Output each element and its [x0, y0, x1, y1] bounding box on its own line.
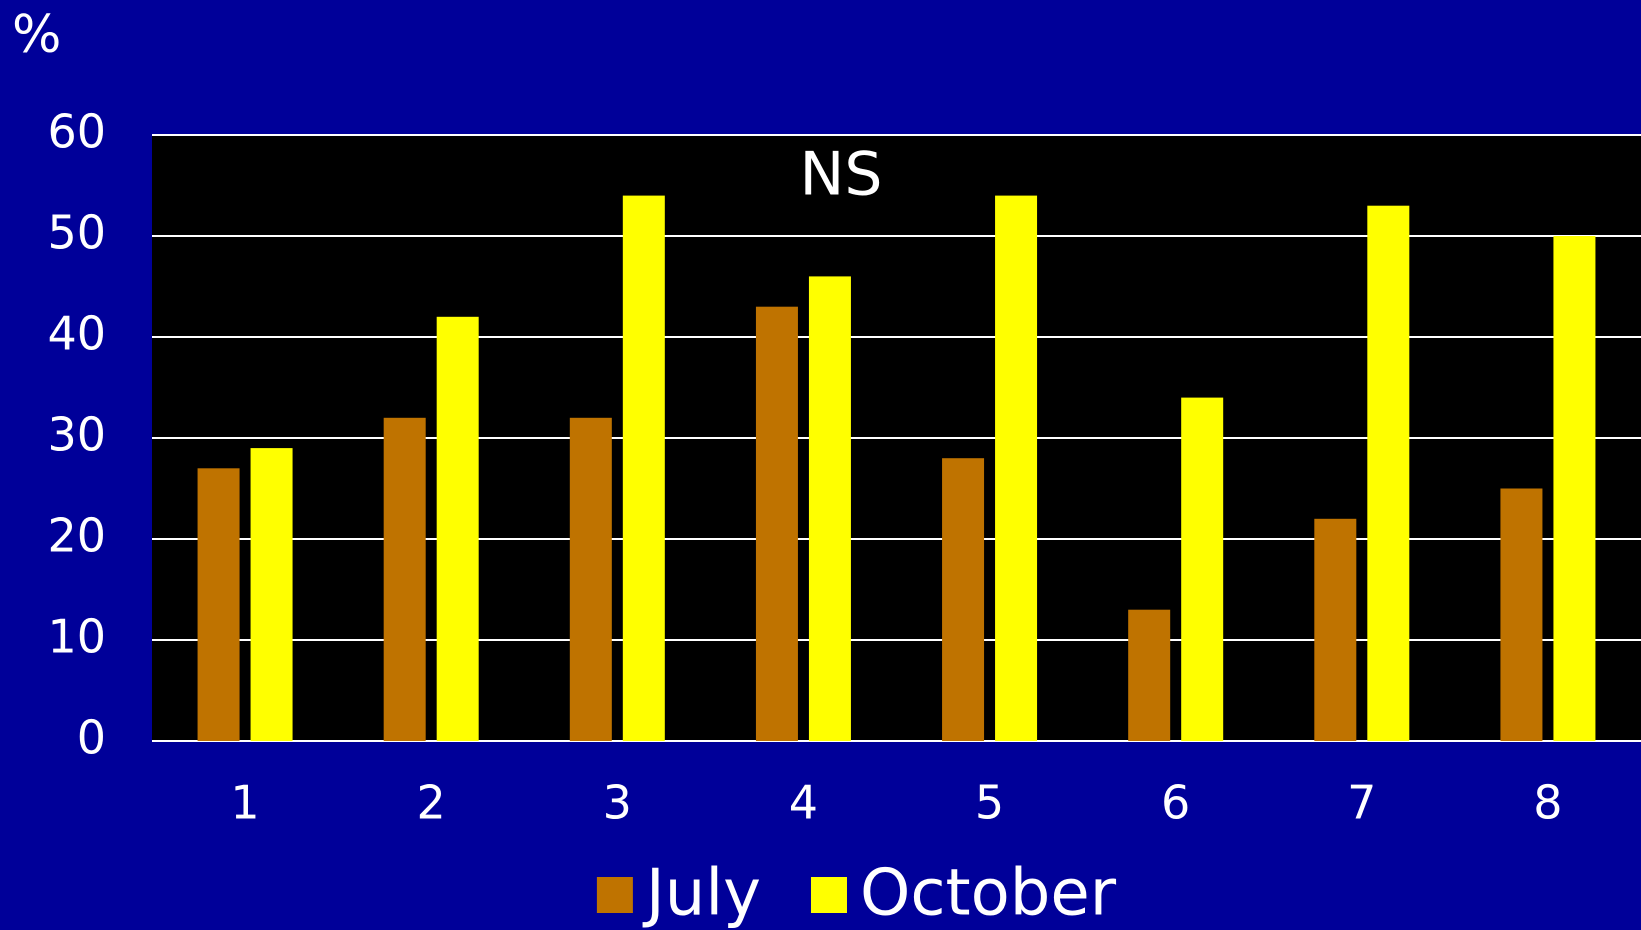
- bar: [197, 468, 240, 741]
- bar: [995, 195, 1038, 742]
- x-tick-label: 8: [1533, 776, 1562, 830]
- bar: [622, 195, 665, 742]
- legend-swatch: [596, 877, 633, 913]
- x-tick-label: 7: [1347, 776, 1376, 830]
- bar: [1181, 397, 1224, 741]
- x-tick-label: 5: [975, 776, 1004, 830]
- bar: [383, 417, 426, 741]
- x-tick-label: 6: [1161, 776, 1190, 830]
- bar: [1500, 488, 1543, 741]
- bar: [1128, 609, 1171, 741]
- bar: [250, 448, 293, 741]
- x-tick-label: 2: [417, 776, 446, 830]
- y-axis-label: %: [12, 5, 61, 65]
- bar: [436, 316, 479, 741]
- legend-swatch: [810, 877, 847, 913]
- x-tick-label: 3: [603, 776, 632, 830]
- y-tick-label: 30: [47, 408, 106, 462]
- x-tick-label: 1: [230, 776, 259, 830]
- y-tick-label: 40: [47, 307, 106, 361]
- y-tick-label: 0: [77, 711, 106, 765]
- bar: [569, 417, 612, 741]
- bar: [1367, 205, 1410, 741]
- bar: [755, 306, 798, 741]
- legend-label: July: [642, 857, 761, 930]
- y-tick-label: 20: [47, 509, 106, 563]
- bar: [1314, 518, 1357, 741]
- y-tick-label: 10: [47, 610, 106, 664]
- bar: [1553, 236, 1596, 741]
- bar: [808, 276, 851, 741]
- x-tick-label: 4: [789, 776, 818, 830]
- bar: [942, 458, 985, 741]
- y-tick-label: 60: [47, 105, 106, 159]
- annotation: NS: [800, 140, 883, 210]
- legend-label: October: [860, 857, 1117, 930]
- y-tick-label: 50: [47, 206, 106, 260]
